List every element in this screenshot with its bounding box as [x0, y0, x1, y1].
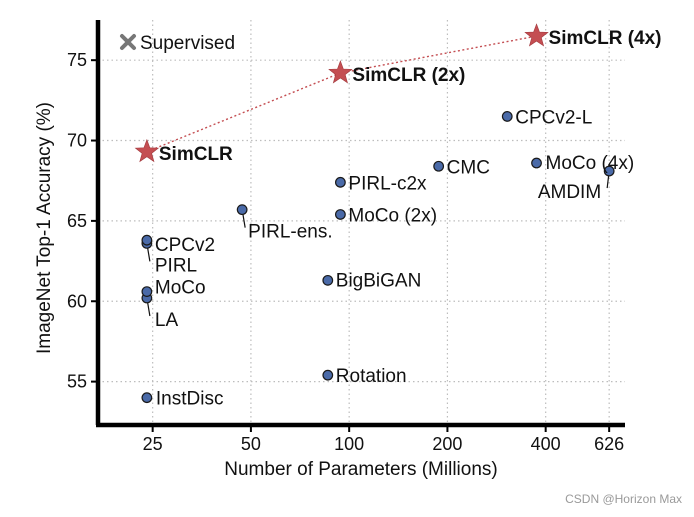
data-point — [236, 204, 248, 216]
supervised-x-icon — [120, 34, 136, 50]
x-axis-label: Number of Parameters (Millions) — [224, 459, 497, 480]
data-point — [141, 286, 153, 298]
grid-lines — [98, 20, 625, 425]
y-tick-label: 60 — [67, 291, 87, 311]
simclr-label: SimCLR (2x) — [352, 65, 465, 86]
y-tick-label: 70 — [67, 131, 87, 151]
legend: Supervised — [120, 33, 235, 54]
point-label: CPCv2 — [155, 235, 215, 256]
data-point — [335, 209, 346, 220]
x-tick-label: 400 — [531, 434, 561, 454]
point-label: PIRL-c2x — [348, 173, 427, 194]
simclr-series: SimCLR SimCLR (2x) SimCLR (4x) — [134, 23, 662, 165]
x-tick-label: 25 — [143, 434, 163, 454]
x-tick-label: 100 — [334, 434, 364, 454]
simclr-star-marker — [134, 138, 160, 163]
data-point — [322, 274, 334, 286]
watermark-text: CSDN @Horizon Max — [565, 492, 682, 506]
point-label: AMDIM — [538, 182, 601, 203]
point-label: MoCo (2x) — [348, 205, 437, 226]
point-label: PIRL — [155, 255, 197, 276]
x-tick-label: 200 — [432, 434, 462, 454]
x-tick-label: 50 — [241, 434, 261, 454]
simclr-label: SimCLR — [159, 144, 233, 165]
data-point — [141, 392, 153, 404]
x-tick-label: 626 — [594, 434, 624, 454]
data-point — [501, 111, 513, 122]
point-label: LA — [155, 310, 179, 331]
data-point — [335, 176, 346, 188]
simclr-star-marker — [524, 23, 549, 47]
y-tick-label: 75 — [67, 50, 87, 70]
simclr-star-marker — [328, 60, 353, 84]
point-label: CMC — [447, 157, 490, 178]
data-point — [141, 234, 153, 246]
point-label: MoCo — [155, 278, 206, 299]
point-label: BigBiGAN — [336, 270, 422, 291]
point-label: PIRL-ens. — [248, 222, 332, 243]
ticks: 25 50 100 200 400 626 55 60 65 70 75 — [67, 50, 624, 454]
y-tick-label: 65 — [67, 211, 87, 231]
point-label: Rotation — [336, 366, 407, 387]
point-label: CPCv2-L — [515, 107, 592, 128]
point-label: MoCo (4x) — [546, 153, 635, 174]
data-point — [433, 160, 445, 172]
point-label: InstDisc — [156, 389, 224, 410]
axes — [95, 20, 625, 428]
y-tick-label: 55 — [67, 372, 87, 392]
data-point — [531, 157, 542, 169]
simclr-label: SimCLR (4x) — [549, 28, 662, 49]
data-point — [322, 369, 334, 381]
legend-label: Supervised — [140, 33, 235, 54]
data-point — [603, 165, 615, 177]
y-axis-label: ImageNet Top-1 Accuracy (%) — [34, 102, 55, 354]
